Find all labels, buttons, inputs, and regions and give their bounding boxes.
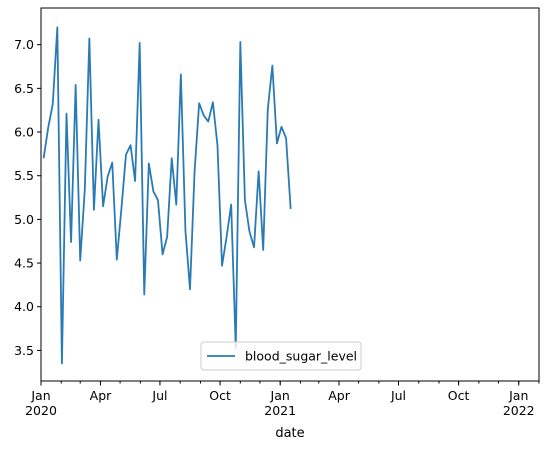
x-tick-label: Jul xyxy=(390,388,406,403)
x-axis-label: date xyxy=(275,426,304,441)
y-tick-label: 4.5 xyxy=(14,256,34,271)
y-tick-label: 5.5 xyxy=(14,168,34,183)
x-tick-label: Oct xyxy=(209,388,231,403)
x-tick-label: Apr xyxy=(90,388,112,403)
x-tick-label: Oct xyxy=(448,388,470,403)
y-tick-label: 5.0 xyxy=(14,212,34,227)
plot-area xyxy=(42,26,292,365)
y-tick-label: 3.5 xyxy=(14,343,34,358)
x-tick-label: Apr xyxy=(328,388,350,403)
x-tick-label: Jul xyxy=(151,388,167,403)
x-tick-year-label: 2021 xyxy=(264,403,296,418)
x-tick-label: Jan xyxy=(270,388,290,403)
y-tick-label: 6.0 xyxy=(14,125,34,140)
axes-frame xyxy=(40,7,540,382)
y-axis-ticks: 3.5 4.0 4.5 5.0 5.5 6.0 6.5 7.0 xyxy=(14,37,41,358)
x-tick-label: Jan xyxy=(30,388,50,403)
y-tick-label: 7.0 xyxy=(14,37,34,52)
x-tick-label: Jan xyxy=(508,388,528,403)
legend-entry-label: blood_sugar_level xyxy=(245,349,357,364)
legend-box xyxy=(200,341,362,371)
y-tick-label: 4.0 xyxy=(14,299,34,314)
legend: blood_sugar_level xyxy=(200,341,362,371)
x-tick-year-label: 2020 xyxy=(25,403,57,418)
x-tick-year-label: 2022 xyxy=(503,403,535,418)
series-line-blood-sugar-level xyxy=(42,26,292,365)
y-tick-label: 6.5 xyxy=(14,81,34,96)
